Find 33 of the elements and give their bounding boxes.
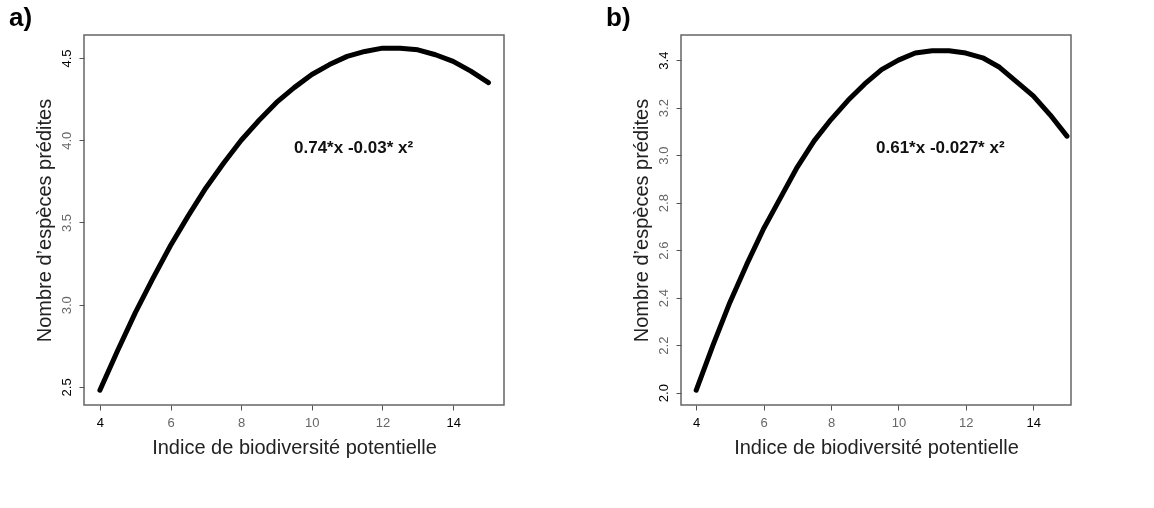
annotation: 0.74*x -0.03* x² [294,137,414,157]
y-tick-label: 2.8 [655,194,671,213]
y-tick-label: 4.5 [58,49,74,68]
x-tick-label: 14 [446,414,461,430]
y-tick-label: 4.0 [58,131,74,150]
chart-title: a) [9,2,33,32]
x-tick-label: 12 [959,414,974,430]
x-axis-title: Indice de biodiversité potentielle [152,435,437,458]
y-tick-label: 3.0 [655,146,671,165]
y-tick-label: 2.0 [655,384,671,403]
x-tick-label: 14 [1026,414,1041,430]
y-tick-label: 3.4 [655,51,671,70]
x-tick-label: 10 [305,414,320,430]
y-axis-title: Nombre d’espèces prédites [32,98,55,343]
x-tick-label: 6 [167,414,175,430]
x-tick-label: 4 [96,414,105,430]
y-tick-label: 2.4 [655,289,671,308]
x-tick-label: 12 [375,414,391,430]
y-axis-title: Nombre d’espèces prédites [629,98,652,343]
annotation: 0.61*x -0.027* x² [876,137,1005,157]
x-tick-label: 8 [827,414,836,430]
y-tick-label: 3.2 [655,99,671,118]
y-tick-label: 2.5 [58,378,74,397]
x-tick-label: 4 [693,414,701,430]
y-tick-label: 2.2 [655,336,671,355]
x-tick-label: 6 [760,414,768,430]
chart-title: b) [606,2,631,32]
x-tick-label: 10 [891,414,907,430]
y-tick-label: 3.0 [58,296,74,315]
x-axis-title: Indice de biodiversité potentielle [734,435,1019,458]
y-tick-label: 2.6 [655,241,671,260]
x-tick-label: 8 [238,414,246,430]
y-tick-label: 3.5 [58,213,74,233]
